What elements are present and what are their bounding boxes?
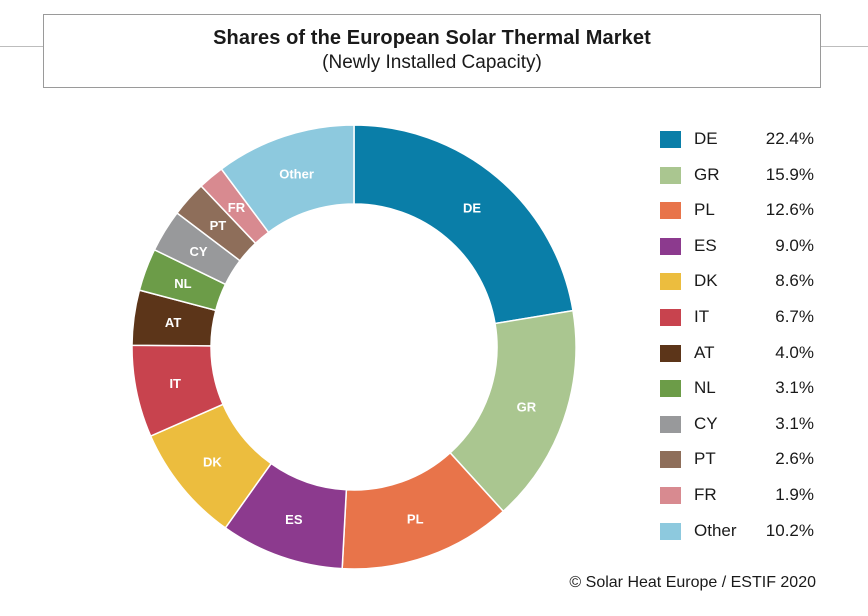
- legend-value-es: 9.0%: [775, 235, 814, 255]
- slice-other: [220, 124, 355, 234]
- legend-swatch-pt: [660, 451, 681, 469]
- legend-value-dk: 8.6%: [775, 271, 814, 291]
- legend-item-pt: PT 2.6%: [660, 442, 820, 478]
- legend-value-cy: 3.1%: [775, 413, 814, 433]
- legend-label-fr: FR: [694, 484, 717, 504]
- legend-swatch-gr: [660, 166, 681, 184]
- slice-de: [353, 124, 574, 325]
- legend-label-de: DE: [694, 129, 718, 148]
- legend-value-de: 22.4%: [765, 129, 814, 148]
- legend-item-fr: FR 1.9%: [660, 478, 820, 514]
- legend-value-at: 4.0%: [775, 342, 814, 362]
- legend-swatch-at: [660, 344, 681, 362]
- copyright-text: © Solar Heat Europe / ESTIF 2020: [569, 574, 816, 591]
- legend-item-es: ES 9.0%: [660, 229, 820, 265]
- slice-label-dk: DK: [203, 455, 222, 470]
- legend-item-other: Other 10.2%: [660, 514, 820, 550]
- slice-label-es: ES: [285, 512, 303, 527]
- legend-value-pl: 12.6%: [765, 200, 814, 220]
- slice-label-at: AT: [165, 315, 181, 330]
- slice-label-gr: GR: [517, 399, 537, 414]
- slice-label-it: IT: [169, 376, 181, 391]
- legend-item-cy: CY 3.1%: [660, 407, 820, 443]
- legend-swatch-other: [660, 522, 681, 540]
- legend-swatch-cy: [660, 415, 681, 433]
- legend: DE 22.4% GR 15.9% PL 12.6% ES 9.0% DK 8.6% IT 6.7% A…: [660, 122, 820, 549]
- legend-label-pl: PL: [694, 200, 715, 220]
- legend-value-pt: 2.6%: [775, 449, 814, 469]
- legend-item-gr: GR 15.9%: [660, 158, 820, 194]
- legend-value-other: 10.2%: [765, 520, 814, 540]
- legend-swatch-de: [660, 131, 681, 148]
- legend-label-cy: CY: [694, 413, 718, 433]
- legend-swatch-nl: [660, 380, 681, 398]
- legend-value-nl: 3.1%: [775, 378, 814, 398]
- legend-value-gr: 15.9%: [765, 164, 814, 184]
- legend-label-dk: DK: [694, 271, 718, 291]
- slice-label-cy: CY: [189, 244, 207, 259]
- legend-label-nl: NL: [694, 378, 716, 398]
- legend-label-pt: PT: [694, 449, 716, 469]
- legend-swatch-fr: [660, 486, 681, 504]
- slice-label-de: DE: [463, 200, 481, 215]
- slice-label-fr: FR: [228, 200, 246, 215]
- legend-item-at: AT 4.0%: [660, 336, 820, 372]
- legend-label-gr: GR: [694, 164, 720, 184]
- legend-label-it: IT: [694, 306, 710, 326]
- chart-subtitle: (Newly Installed Capacity): [322, 52, 542, 73]
- title-box: Shares of the European Solar Thermal Mar…: [43, 14, 821, 88]
- legend-item-it: IT 6.7%: [660, 300, 820, 336]
- legend-swatch-it: [660, 308, 681, 326]
- slice-label-pl: PL: [407, 511, 424, 526]
- legend-label-es: ES: [694, 235, 717, 255]
- legend-item-de: DE 22.4%: [660, 122, 820, 158]
- legend-swatch-pl: [660, 202, 681, 220]
- slice-label-nl: NL: [174, 276, 191, 291]
- legend-value-it: 6.7%: [775, 306, 814, 326]
- slice-label-other: Other: [279, 166, 314, 181]
- slice-label-pt: PT: [210, 218, 227, 233]
- legend-swatch-dk: [660, 273, 681, 291]
- legend-swatch-es: [660, 237, 681, 255]
- legend-value-fr: 1.9%: [775, 484, 814, 504]
- chart-title: Shares of the European Solar Thermal Mar…: [213, 27, 651, 49]
- legend-item-dk: DK 8.6%: [660, 264, 820, 300]
- legend-item-pl: PL 12.6%: [660, 193, 820, 229]
- legend-label-at: AT: [694, 342, 715, 362]
- legend-label-other: Other: [694, 520, 737, 540]
- legend-item-nl: NL 3.1%: [660, 371, 820, 407]
